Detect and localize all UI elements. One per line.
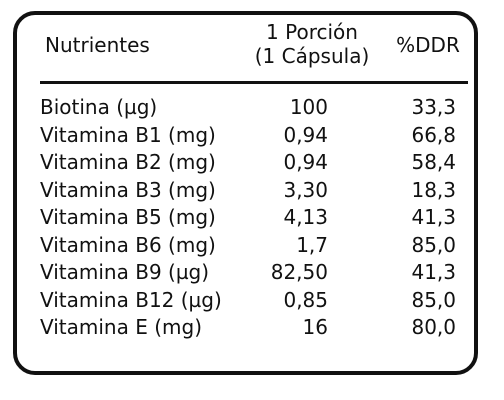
- table-row: Vitamina B9 (µg) 82,50 41,3: [0, 259, 504, 287]
- ddr-value: 18,3: [411, 177, 456, 202]
- table-row: Vitamina B2 (mg) 0,94 58,4: [0, 149, 504, 177]
- nutrient-name: Vitamina B3 (mg): [40, 177, 216, 202]
- nutrition-facts-panel: [13, 11, 478, 375]
- nutrient-name: Vitamina B12 (µg): [40, 287, 222, 312]
- nutrient-name: Vitamina B1 (mg): [40, 122, 216, 147]
- table-row: Biotina (µg) 100 33,3: [0, 94, 504, 122]
- header-portion-line2: (1 Cápsula): [254, 44, 370, 68]
- ddr-value: 80,0: [411, 315, 456, 339]
- header-portion-line1: 1 Porción: [266, 20, 358, 44]
- nutrient-name: Vitamina B6 (mg): [40, 232, 216, 257]
- portion-value: 0,94: [283, 150, 328, 174]
- nutrient-name: Vitamina E (mg): [40, 315, 203, 339]
- portion-value: 1,7: [296, 232, 328, 257]
- header-divider: [40, 81, 468, 84]
- ddr-value: 41,3: [411, 260, 456, 284]
- header-ddr: %DDR: [396, 33, 460, 57]
- table-row: Vitamina B6 (mg) 1,7 85,0: [0, 232, 504, 260]
- portion-value: 4,13: [283, 205, 328, 229]
- table-row: Vitamina B3 (mg) 3,30 18,3: [0, 177, 504, 205]
- nutrient-name: Vitamina B2 (mg): [40, 150, 216, 174]
- header-nutrientes: Nutrientes: [45, 33, 150, 57]
- nutrient-rows: Biotina (µg) 100 33,3 Vitamina B1 (mg) 0…: [0, 94, 504, 342]
- table-row: Vitamina E (mg) 16 80,0: [0, 314, 504, 342]
- ddr-value: 85,0: [411, 287, 456, 312]
- portion-value: 16: [302, 315, 328, 339]
- ddr-value: 66,8: [411, 122, 456, 147]
- table-row: Vitamina B5 (mg) 4,13 41,3: [0, 204, 504, 232]
- ddr-value: 33,3: [411, 95, 456, 119]
- portion-value: 82,50: [270, 260, 328, 284]
- header-portion: 1 Porción (1 Cápsula): [232, 20, 392, 68]
- portion-value: 3,30: [283, 177, 328, 202]
- ddr-value: 85,0: [411, 232, 456, 257]
- nutrient-name: Biotina (µg): [40, 95, 158, 119]
- nutrient-name: Vitamina B9 (µg): [40, 260, 210, 284]
- table-row: Vitamina B12 (µg) 0,85 85,0: [0, 287, 504, 315]
- table-row: Vitamina B1 (mg) 0,94 66,8: [0, 122, 504, 150]
- ddr-value: 41,3: [411, 205, 456, 229]
- portion-value: 0,94: [283, 122, 328, 147]
- nutrient-name: Vitamina B5 (mg): [40, 205, 216, 229]
- portion-value: 0,85: [283, 287, 328, 312]
- ddr-value: 58,4: [411, 150, 456, 174]
- portion-value: 100: [289, 95, 328, 119]
